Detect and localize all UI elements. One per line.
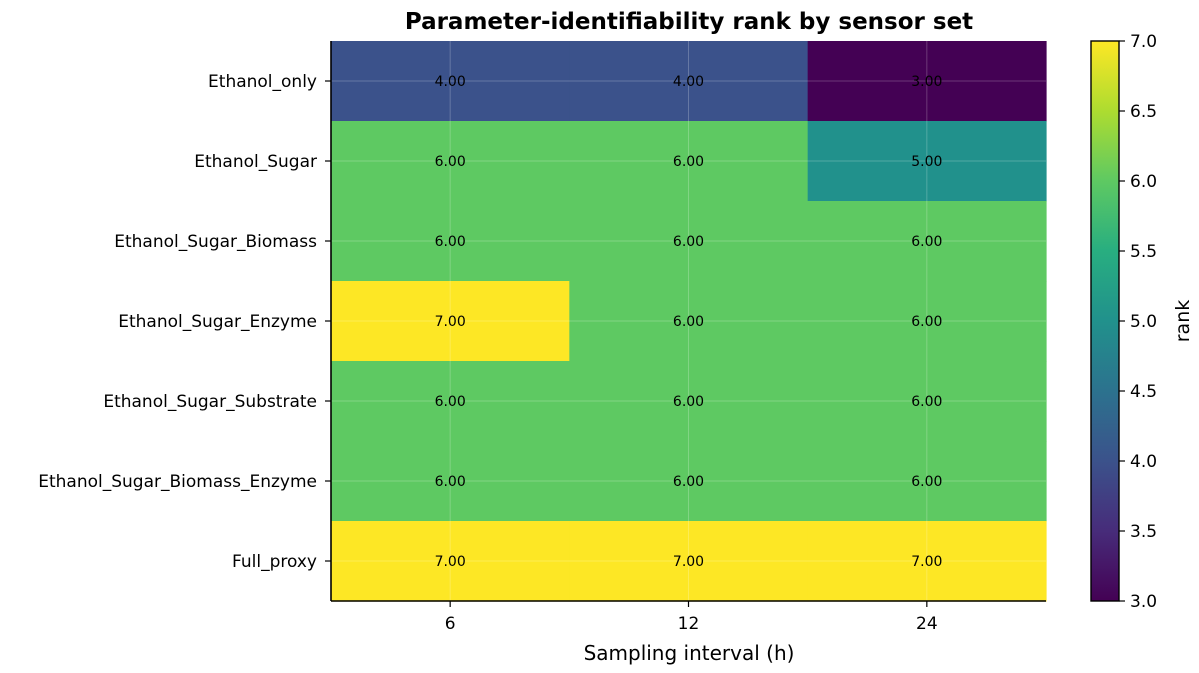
- heatmap-grid: [331, 41, 1046, 601]
- heatmap-cell: [807, 361, 1047, 442]
- heatmap-cell: [331, 281, 570, 362]
- cell-value-label: 4.00: [673, 74, 704, 90]
- axes: Ethanol_only Ethanol_Sugar Ethanol_Sugar_B…: [38, 41, 1046, 634]
- cell-value-label: 7.00: [673, 554, 704, 570]
- cell-value-label: 6.00: [911, 474, 942, 490]
- y-tick-label: Ethanol_Sugar_Biomass: [114, 232, 317, 252]
- colorbar-gradient: [1090, 40, 1120, 602]
- heatmap-cell: [569, 41, 809, 122]
- heatmap-cell: [331, 41, 570, 122]
- heatmap-cell: [569, 361, 809, 442]
- cell-value-label: 6.00: [673, 234, 704, 250]
- heatmap-cell: [569, 281, 809, 362]
- heatmap-cell: [569, 201, 809, 282]
- heatmap-cell: [569, 441, 809, 522]
- heatmap-cell-labels: 4.00 4.00 3.00 6.00 6.00 5.00 6.00 6.00 6.00 7.00…: [435, 74, 943, 570]
- heatmap-cell: [331, 201, 570, 282]
- colorbar-tick-label: 3.5: [1130, 522, 1157, 542]
- chart-title: Parameter-identifiability rank by sensor…: [405, 9, 973, 35]
- cell-value-label: 5.00: [911, 154, 942, 170]
- colorbar-tick-label: 5.0: [1130, 312, 1157, 332]
- heatmap-cells: [331, 41, 1047, 602]
- cell-value-label: 6.00: [673, 474, 704, 490]
- cell-value-label: 3.00: [911, 74, 942, 90]
- heatmap-cell: [569, 521, 809, 602]
- y-tick-label: Ethanol_Sugar: [194, 152, 317, 172]
- heatmap-cell: [331, 121, 570, 202]
- cell-value-label: 6.00: [435, 234, 466, 250]
- cell-value-label: 7.00: [435, 314, 466, 330]
- heatmap-cell: [331, 441, 570, 522]
- colorbar-tick-label: 6.5: [1130, 102, 1157, 122]
- cell-value-label: 6.00: [911, 394, 942, 410]
- heatmap-cell: [331, 521, 570, 602]
- y-tick-label: Ethanol_Sugar_Substrate: [103, 392, 317, 412]
- colorbar-tick-label: 5.5: [1130, 242, 1157, 262]
- colorbar-tick-label: 6.0: [1130, 172, 1157, 192]
- heatmap-cell: [807, 521, 1047, 602]
- cell-value-label: 4.00: [435, 74, 466, 90]
- cell-value-label: 6.00: [435, 154, 466, 170]
- heatmap-cell: [807, 121, 1047, 202]
- cell-value-label: 7.00: [435, 554, 466, 570]
- heatmap-cell: [807, 201, 1047, 282]
- colorbar-tick-label: 4.0: [1130, 452, 1157, 472]
- x-tick-label: 24: [916, 614, 938, 634]
- cell-value-label: 6.00: [435, 394, 466, 410]
- y-tick-label: Ethanol_Sugar_Biomass_Enzyme: [38, 472, 317, 492]
- x-tick-label: 12: [678, 614, 700, 634]
- x-axis-label: Sampling interval (h): [584, 641, 795, 665]
- colorbar-tick-label: 4.5: [1130, 382, 1157, 402]
- colorbar-tick-label: 3.0: [1130, 592, 1157, 612]
- cell-value-label: 6.00: [911, 234, 942, 250]
- y-tick-label: Ethanol_only: [208, 72, 317, 92]
- cell-value-label: 6.00: [435, 474, 466, 490]
- colorbar-tick-label: 7.0: [1130, 32, 1157, 52]
- cell-value-label: 6.00: [911, 314, 942, 330]
- colorbar: 3.0 3.5 4.0 4.5 5.0 5.5 6.0 6.5 7.0 rank: [1090, 32, 1194, 612]
- y-tick-label: Full_proxy: [232, 552, 317, 572]
- y-tick-label: Ethanol_Sugar_Enzyme: [118, 312, 317, 332]
- colorbar-label: rank: [1172, 300, 1194, 343]
- heatmap-cell: [569, 121, 809, 202]
- heatmap-cell: [331, 361, 570, 442]
- x-tick-label: 6: [445, 614, 456, 634]
- heatmap-cell: [807, 281, 1047, 362]
- heatmap-cell: [807, 41, 1047, 122]
- cell-value-label: 6.00: [673, 154, 704, 170]
- cell-value-label: 6.00: [673, 314, 704, 330]
- cell-value-label: 7.00: [911, 554, 942, 570]
- heatmap-cell: [807, 441, 1047, 522]
- cell-value-label: 6.00: [673, 394, 704, 410]
